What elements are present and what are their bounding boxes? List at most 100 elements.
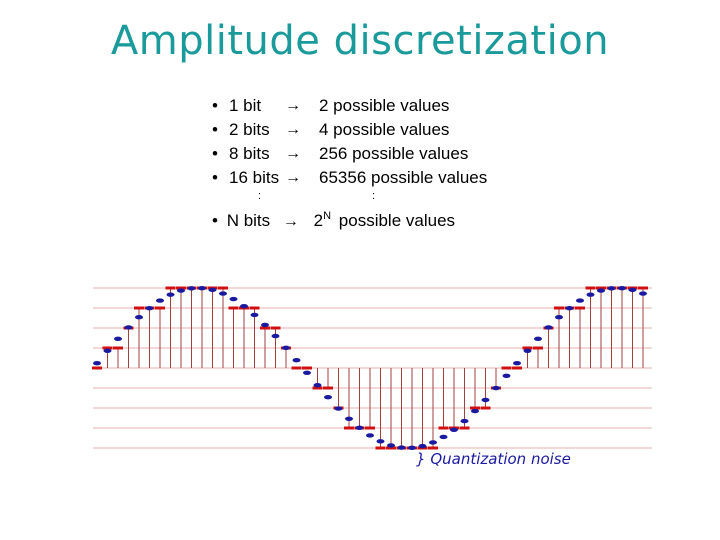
quantized-sample-mark bbox=[155, 306, 165, 310]
arrow-right-icon: → bbox=[282, 213, 299, 230]
original-sample-point bbox=[418, 443, 427, 449]
slide-title: Amplitude discretization bbox=[110, 18, 610, 64]
original-sample-point bbox=[607, 286, 616, 291]
original-sample-point bbox=[292, 358, 301, 363]
original-sample-point bbox=[502, 373, 511, 378]
brace-icon: } bbox=[416, 450, 426, 468]
original-sample-point bbox=[387, 443, 395, 448]
original-sample-point bbox=[166, 292, 175, 297]
quantized-sample-mark bbox=[249, 306, 260, 310]
original-sample-point bbox=[481, 397, 490, 403]
quantized-sample-mark bbox=[512, 366, 522, 370]
original-sample-point bbox=[376, 439, 385, 444]
original-sample-point bbox=[208, 287, 217, 293]
value-count: 65356 possible values bbox=[319, 168, 488, 187]
annotation-text: Quantization noise bbox=[430, 450, 571, 468]
quantized-sample-mark bbox=[585, 286, 596, 290]
original-sample-point bbox=[187, 286, 196, 291]
original-sample-point bbox=[576, 298, 584, 303]
quantized-sample-mark bbox=[470, 406, 480, 410]
arrow-right-icon: → bbox=[285, 145, 301, 162]
quantized-sample-mark bbox=[501, 366, 512, 370]
original-sample-point bbox=[135, 314, 143, 320]
quantized-sample-mark bbox=[375, 446, 386, 450]
quantized-sample-mark bbox=[134, 306, 144, 310]
quantized-sample-mark bbox=[575, 306, 585, 310]
original-sample-point bbox=[240, 304, 248, 309]
quantized-sample-mark bbox=[522, 346, 533, 350]
quantized-sample-mark bbox=[428, 446, 438, 450]
original-sample-point bbox=[544, 325, 553, 330]
n-bits-label: N bits bbox=[226, 211, 271, 230]
quantized-sample-mark bbox=[218, 286, 228, 290]
original-sample-point bbox=[439, 434, 448, 440]
quantized-sample-mark bbox=[323, 386, 333, 390]
original-sample-point bbox=[460, 418, 469, 424]
original-sample-point bbox=[124, 325, 133, 330]
original-sample-point bbox=[397, 445, 406, 450]
sample-stems bbox=[107, 288, 644, 448]
power-base: 2 bbox=[313, 211, 324, 230]
original-sample-point bbox=[145, 305, 154, 311]
bullet: • bbox=[212, 168, 218, 187]
arrow-right-icon: → bbox=[285, 169, 301, 186]
original-sample-point bbox=[334, 406, 343, 411]
original-sample-point bbox=[639, 291, 647, 296]
bullet: • bbox=[212, 96, 218, 115]
original-sample-point bbox=[219, 291, 227, 296]
original-sample-point bbox=[282, 345, 290, 351]
original-sample-point bbox=[355, 425, 364, 431]
original-sample-point bbox=[492, 385, 500, 391]
quantization-noise-annotation: } Quantization noise bbox=[416, 450, 571, 468]
bit-count: 8 bits bbox=[229, 144, 270, 163]
original-sample-point bbox=[93, 361, 101, 366]
original-sample-point bbox=[198, 285, 206, 291]
arrow-right-icon: → bbox=[285, 97, 301, 114]
bit-count: 2 bits bbox=[229, 120, 270, 139]
original-sample-point bbox=[366, 433, 374, 438]
quantized-sample-mark bbox=[291, 366, 302, 370]
bit-count: 1 bit bbox=[229, 96, 262, 115]
original-sample-point bbox=[450, 427, 458, 432]
quantized-sample-mark bbox=[176, 286, 186, 290]
quantized-sample-mark bbox=[480, 406, 491, 410]
original-sample-point bbox=[565, 305, 574, 311]
quantized-sample-mark bbox=[365, 426, 375, 430]
value-count: 256 possible values bbox=[319, 144, 469, 163]
quantized-sample-mark bbox=[554, 306, 564, 310]
quantized-sample-mark bbox=[386, 446, 396, 450]
ellipsis-left: : bbox=[258, 190, 262, 202]
original-sample-point bbox=[597, 288, 605, 293]
original-sample-point bbox=[261, 322, 269, 328]
original-sample-point bbox=[555, 314, 563, 320]
quantized-sample-mark bbox=[533, 346, 543, 350]
bullet: • bbox=[212, 120, 218, 139]
quantized-sample-mark bbox=[270, 326, 281, 330]
bullet: • bbox=[212, 144, 218, 163]
original-sample-point bbox=[271, 333, 280, 339]
original-sample-point bbox=[471, 408, 479, 414]
original-sample-point bbox=[618, 285, 626, 291]
bullet: • bbox=[212, 211, 218, 230]
quantized-sample-mark bbox=[312, 386, 323, 390]
quantized-sample-mark bbox=[638, 286, 648, 290]
original-sample-point bbox=[313, 383, 322, 388]
quantized-sample-mark bbox=[596, 286, 606, 290]
original-sample-point bbox=[408, 445, 416, 451]
quantized-sample-mark bbox=[113, 346, 123, 350]
quantized-sample-mark bbox=[228, 306, 239, 310]
original-samples bbox=[93, 285, 647, 451]
power-exponent: N bbox=[323, 210, 332, 222]
bit-count: 16 bits bbox=[229, 168, 280, 187]
original-sample-point bbox=[177, 288, 185, 293]
arrow-right-icon: → bbox=[285, 121, 301, 138]
original-sample-point bbox=[429, 440, 437, 445]
original-sample-point bbox=[250, 312, 259, 318]
quantized-sample-mark bbox=[438, 426, 449, 430]
quantized-sample-mark bbox=[260, 326, 270, 330]
original-sample-point bbox=[303, 370, 311, 375]
original-sample-point bbox=[324, 395, 332, 400]
n-bits-value: possible values bbox=[338, 211, 456, 230]
value-count: 4 possible values bbox=[319, 120, 450, 139]
